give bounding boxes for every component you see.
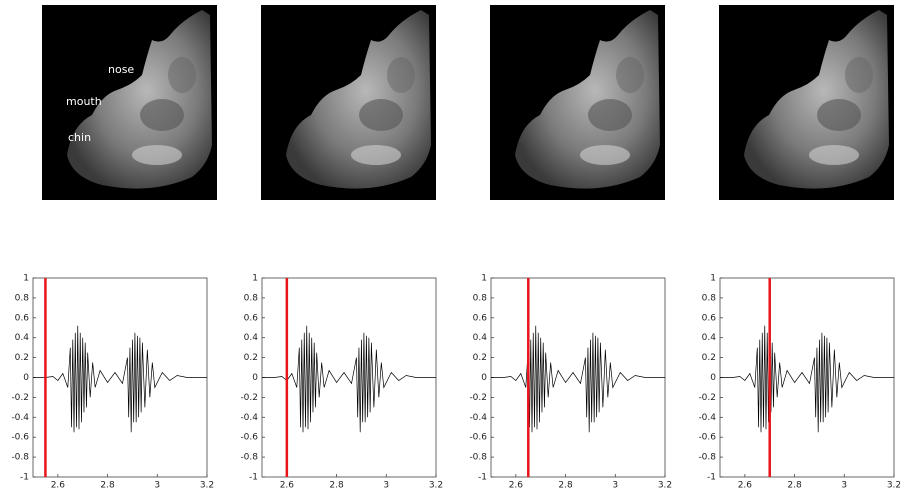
y-tick-label: 1 — [252, 274, 258, 284]
x-tick-label: 2.6 — [738, 481, 753, 491]
plot-frame — [32, 277, 208, 478]
image-label: nose — [108, 63, 134, 76]
y-tick-label: 0.2 — [15, 353, 29, 363]
y-tick-label: -1 — [20, 473, 29, 483]
y-tick-label: -0.4 — [11, 413, 29, 423]
x-tick-label: 2.6 — [51, 481, 66, 491]
y-tick-label: -0.6 — [469, 433, 487, 443]
y-tick-label: 0.8 — [473, 293, 488, 303]
x-tick-label: 3 — [383, 481, 389, 491]
mri-frame — [261, 5, 436, 200]
y-tick-label: -0.8 — [11, 453, 29, 463]
x-tick-label: 3.2 — [887, 481, 900, 491]
y-tick-label: 0.2 — [473, 353, 487, 363]
y-tick-label: -0.2 — [469, 393, 487, 403]
y-tick-label: 0.6 — [244, 313, 259, 323]
y-tick-label: 1 — [481, 274, 487, 284]
x-tick-label: 2.6 — [509, 481, 524, 491]
x-tick-label: 2.8 — [100, 481, 115, 491]
waveform — [491, 325, 665, 433]
x-tick-label: 3.2 — [429, 481, 443, 491]
y-tick-label: 0.4 — [473, 333, 488, 343]
y-tick-label: -0.4 — [698, 413, 716, 423]
y-tick-label: 0.6 — [702, 313, 717, 323]
y-tick-label: 0.2 — [244, 353, 258, 363]
x-tick-label: 3 — [841, 481, 847, 491]
y-tick-label: -1 — [478, 473, 487, 483]
y-tick-label: 0 — [252, 373, 258, 383]
y-tick-label: 0.6 — [15, 313, 30, 323]
y-tick-label: -0.2 — [240, 393, 258, 403]
image-label: chin — [68, 131, 91, 144]
y-tick-label: -0.8 — [698, 453, 716, 463]
y-tick-label: -1 — [249, 473, 258, 483]
waveform — [262, 325, 436, 433]
plot-frame — [490, 277, 666, 478]
y-tick-label: -0.6 — [240, 433, 258, 443]
x-tick-label: 3 — [612, 481, 618, 491]
y-tick-label: 0.4 — [15, 333, 30, 343]
y-tick-label: 1 — [23, 274, 29, 284]
y-tick-label: 0 — [23, 373, 29, 383]
image-label: mouth — [66, 95, 102, 108]
y-tick-label: -0.8 — [240, 453, 258, 463]
y-tick-label: -1 — [707, 473, 716, 483]
y-tick-label: -0.8 — [469, 453, 487, 463]
x-tick-label: 2.8 — [558, 481, 573, 491]
y-tick-label: 0.4 — [244, 333, 259, 343]
y-tick-label: 0.6 — [473, 313, 488, 323]
x-tick-label: 2.8 — [787, 481, 802, 491]
plot-frame — [261, 277, 437, 478]
waveform — [720, 325, 894, 433]
y-tick-label: 0.2 — [702, 353, 716, 363]
y-tick-label: 0.8 — [244, 293, 259, 303]
y-tick-label: -0.2 — [11, 393, 29, 403]
y-tick-label: -0.4 — [240, 413, 258, 423]
plot-frame — [719, 277, 895, 478]
y-tick-label: 1 — [710, 274, 716, 284]
y-tick-label: -0.2 — [698, 393, 716, 403]
x-tick-label: 2.6 — [280, 481, 295, 491]
waveform — [33, 325, 207, 433]
y-tick-label: -0.6 — [11, 433, 29, 443]
y-tick-label: -0.4 — [469, 413, 487, 423]
x-tick-label: 3.2 — [200, 481, 214, 491]
x-tick-label: 2.8 — [329, 481, 344, 491]
y-tick-label: -0.6 — [698, 433, 716, 443]
x-tick-label: 3.2 — [658, 481, 672, 491]
y-tick-label: 0.8 — [15, 293, 30, 303]
y-tick-label: 0.4 — [702, 333, 717, 343]
y-tick-label: 0 — [710, 373, 716, 383]
x-tick-label: 3 — [154, 481, 160, 491]
mri-frame — [490, 5, 665, 200]
mri-frame — [719, 5, 894, 200]
y-tick-label: 0 — [481, 373, 487, 383]
y-tick-label: 0.8 — [702, 293, 717, 303]
